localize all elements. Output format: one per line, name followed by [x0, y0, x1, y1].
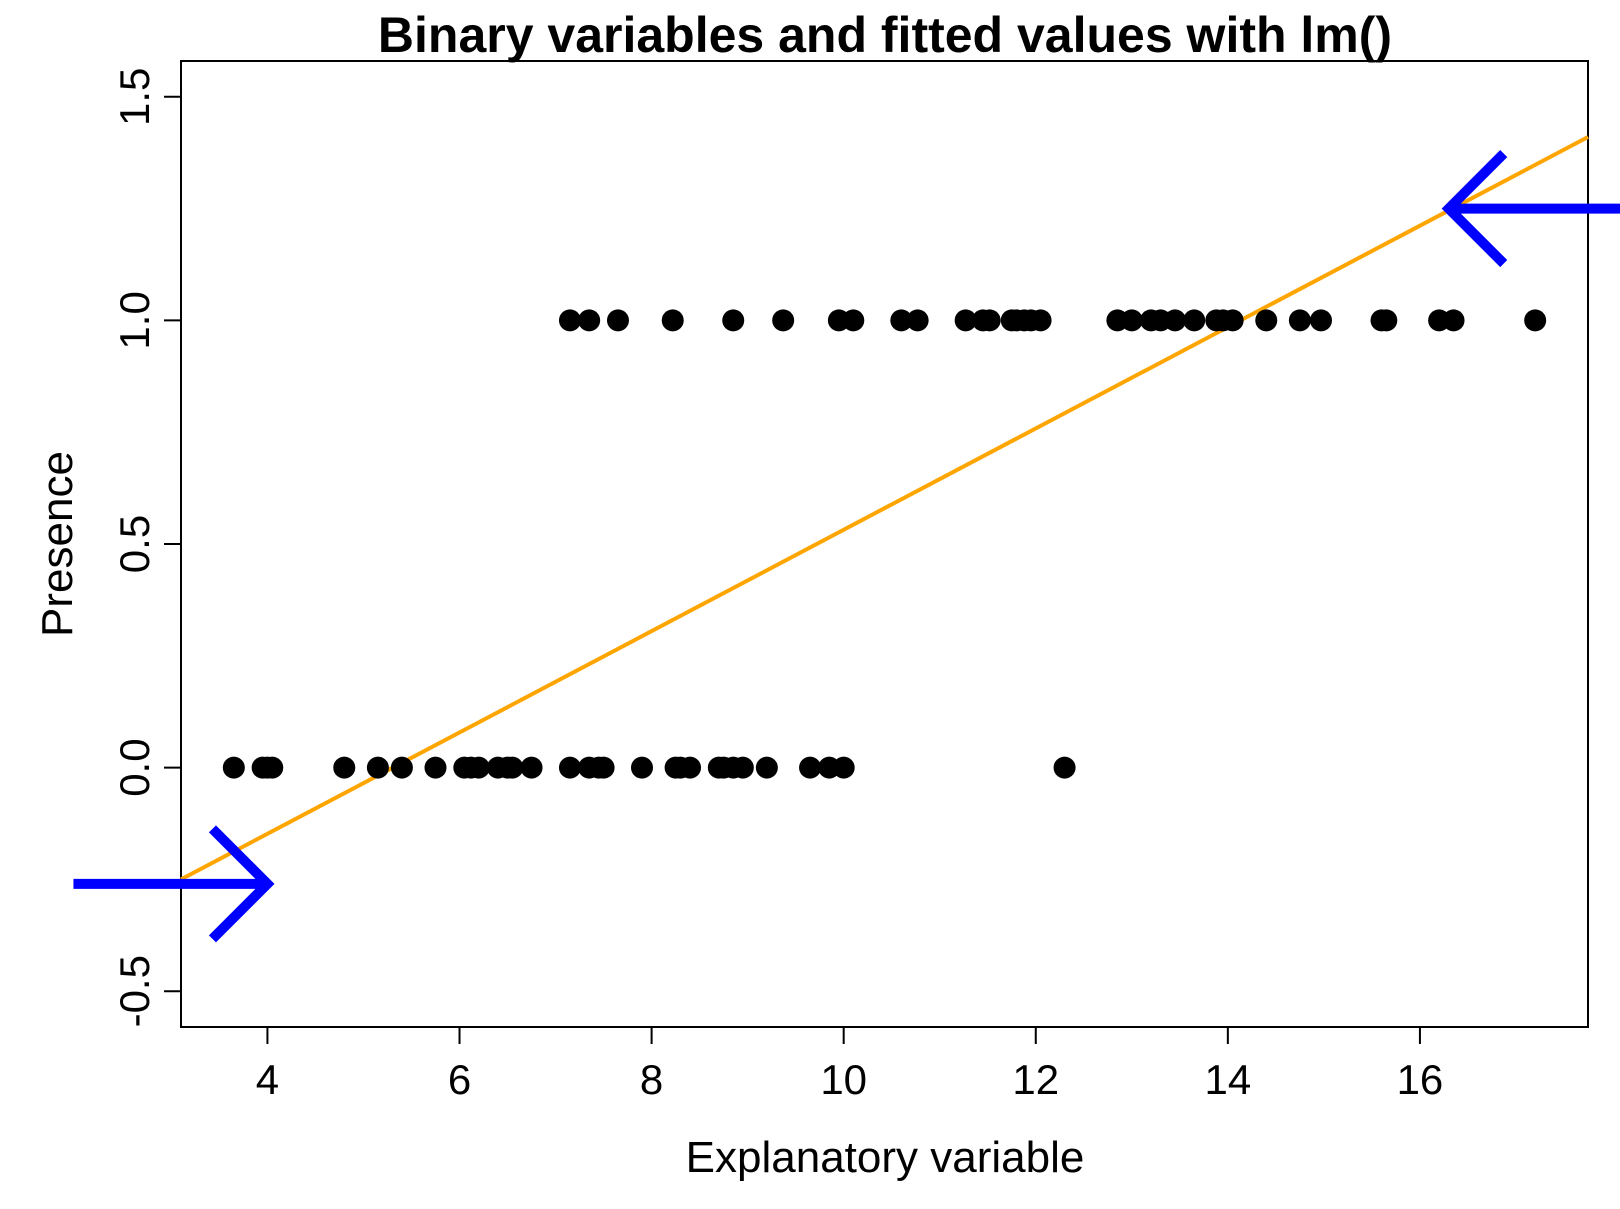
y-tick-label: 0.5	[111, 515, 158, 573]
data-point	[722, 309, 745, 332]
data-point	[661, 309, 684, 332]
data-point	[1053, 756, 1076, 779]
y-axis-label: Presence	[33, 451, 82, 637]
data-point	[978, 309, 1001, 332]
fitted-line	[180, 135, 1589, 882]
y-tick-label: 0.0	[111, 738, 158, 796]
arrow-shape	[73, 825, 275, 943]
data-point	[501, 756, 524, 779]
y-tick-label: 1.5	[111, 68, 158, 126]
data-point	[906, 309, 929, 332]
x-tick-label: 6	[448, 1056, 471, 1103]
plot-frame	[180, 60, 1589, 1028]
x-tick-label: 16	[1397, 1056, 1444, 1103]
data-point	[558, 756, 581, 779]
data-point	[954, 309, 977, 332]
x-tick-label: 10	[820, 1056, 867, 1103]
y-tick-label: -0.5	[111, 955, 158, 1027]
data-point	[222, 756, 245, 779]
data-point	[842, 309, 865, 332]
data-point	[1524, 309, 1547, 332]
data-point	[1442, 309, 1465, 332]
data-point	[1120, 309, 1143, 332]
fitted-line-layer	[180, 135, 1589, 882]
data-point	[890, 309, 913, 332]
x-tick-label: 14	[1204, 1056, 1251, 1103]
data-point	[799, 756, 822, 779]
data-point	[772, 309, 795, 332]
data-points	[222, 309, 1547, 779]
x-tick-label: 12	[1012, 1056, 1059, 1103]
data-point	[1221, 309, 1244, 332]
data-point	[366, 756, 389, 779]
data-point	[424, 756, 447, 779]
data-point	[558, 309, 581, 332]
data-point	[520, 756, 543, 779]
arrow-low	[73, 825, 275, 943]
data-point	[630, 756, 653, 779]
data-point	[1375, 309, 1398, 332]
x-axis: 4 6 8 10 12 14 16	[256, 1026, 1444, 1103]
data-point	[592, 756, 615, 779]
chart-title: Binary variables and fitted values with …	[378, 7, 1392, 63]
data-point	[1029, 309, 1052, 332]
data-point	[731, 756, 754, 779]
y-axis: -0.5 0.0 0.5 1.0 1.5	[111, 68, 182, 1027]
annotation-arrows	[73, 150, 1620, 943]
data-point	[1310, 309, 1333, 332]
x-tick-label: 4	[256, 1056, 279, 1103]
data-point	[1183, 309, 1206, 332]
data-point	[679, 756, 702, 779]
x-tick-label: 8	[640, 1056, 663, 1103]
data-point	[606, 309, 629, 332]
y-tick-label: 1.0	[111, 291, 158, 349]
data-point	[333, 756, 356, 779]
data-point	[467, 756, 490, 779]
data-point	[755, 756, 778, 779]
arrow-shape	[1441, 150, 1620, 268]
arrow-high	[1441, 150, 1620, 268]
data-point	[578, 309, 601, 332]
data-point	[390, 756, 413, 779]
data-point	[261, 756, 284, 779]
data-point	[832, 756, 855, 779]
x-axis-label: Explanatory variable	[686, 1133, 1085, 1182]
data-point	[1255, 309, 1278, 332]
data-point	[1164, 309, 1187, 332]
data-point	[1288, 309, 1311, 332]
